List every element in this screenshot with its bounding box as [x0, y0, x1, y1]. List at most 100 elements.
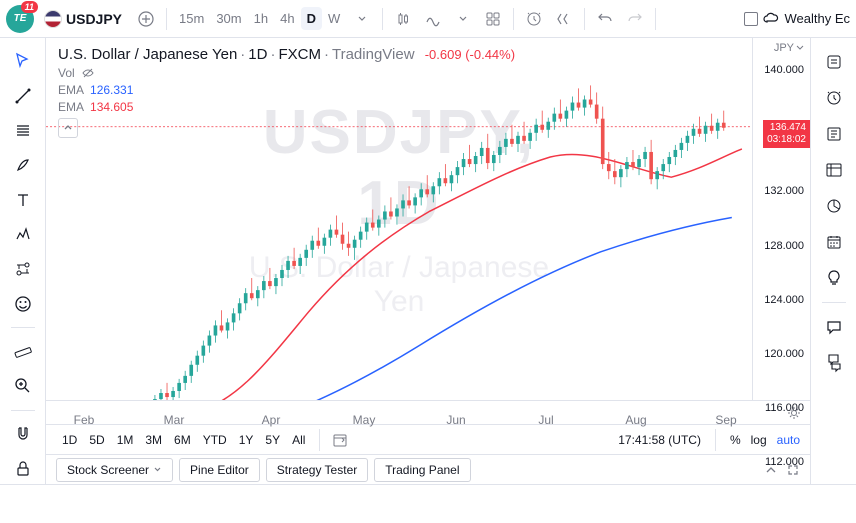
flag-icon [44, 10, 62, 28]
time-tick: May [353, 413, 376, 427]
candles-icon[interactable] [389, 5, 417, 33]
eye-off-icon[interactable] [81, 66, 95, 80]
ema2-value: 134.605 [90, 100, 133, 114]
axis-settings-icon[interactable] [786, 405, 802, 421]
cursor-icon[interactable] [7, 46, 39, 77]
pie-icon[interactable] [818, 190, 850, 222]
log-button[interactable]: log [751, 433, 767, 447]
checkbox[interactable] [744, 12, 758, 26]
range-All[interactable]: All [286, 430, 311, 450]
legend-provider: FXCM [278, 46, 321, 63]
time-tick: Apr [262, 413, 281, 427]
time-tick: Jul [538, 413, 553, 427]
news-icon[interactable] [818, 118, 850, 150]
current-price-label: 136.474 03:18:02 [763, 120, 810, 148]
calendar-icon[interactable] [818, 226, 850, 258]
chart-legend: U.S. Dollar / Japanese Yen·1D·FXCM·Tradi… [58, 46, 515, 138]
symbol-text: USDJPY [66, 11, 122, 27]
axis-currency: JPY [774, 42, 804, 54]
range-1D[interactable]: 1D [56, 430, 83, 450]
interval-15m[interactable]: 15m [173, 7, 210, 30]
chevron-down-icon[interactable] [449, 5, 477, 33]
layout-name: Wealthy Ec [784, 11, 850, 26]
text-icon[interactable] [7, 185, 39, 216]
notification-badge: 11 [21, 1, 38, 13]
bottom-panel-bar: Stock ScreenerPine EditorStrategy Tester… [46, 454, 810, 484]
replay-icon[interactable] [550, 5, 578, 33]
time-tick: Aug [625, 413, 646, 427]
ema1-label: EMA [58, 83, 84, 97]
ruler-icon[interactable] [7, 336, 39, 367]
time-tick: Mar [164, 413, 185, 427]
range-6M[interactable]: 6M [168, 430, 197, 450]
emoji-icon[interactable] [7, 289, 39, 320]
panel-tab[interactable]: Trading Panel [374, 458, 470, 482]
goto-date-icon[interactable] [328, 428, 352, 452]
brush-icon[interactable] [7, 150, 39, 181]
legend-platform: TradingView [332, 46, 415, 63]
panel-tab[interactable]: Pine Editor [179, 458, 260, 482]
trendline-icon[interactable] [7, 81, 39, 112]
stream-icon[interactable] [818, 347, 850, 379]
interval-30m[interactable]: 30m [210, 7, 247, 30]
price-tick: 128.000 [764, 240, 804, 252]
interval-group: 15m30m1h4hDW [173, 7, 346, 30]
time-axis[interactable]: Feb Mar Apr May Jun Jul Aug Sep [46, 400, 810, 424]
chart-main[interactable]: USDJPY, 1D U.S. Dollar / Japanese Yen U.… [46, 38, 752, 400]
range-1M[interactable]: 1M [111, 430, 140, 450]
legend-interval: 1D [248, 46, 267, 63]
range-5Y[interactable]: 5Y [259, 430, 286, 450]
interval-4h[interactable]: 4h [274, 7, 300, 30]
interval-1h[interactable]: 1h [248, 7, 274, 30]
pattern-icon[interactable] [7, 219, 39, 250]
price-tick: 132.000 [764, 185, 804, 197]
pct-button[interactable]: % [730, 433, 741, 447]
panel-tab[interactable]: Stock Screener [56, 458, 173, 482]
range-bar: 1D5D1M3M6MYTD1Y5YAll 17:41:58 (UTC) % lo… [46, 424, 810, 454]
price-tick: 140.000 [764, 64, 804, 76]
hotlist-icon[interactable] [818, 154, 850, 186]
alert-icon[interactable] [520, 5, 548, 33]
chat-icon[interactable] [818, 311, 850, 343]
indicators-icon[interactable] [419, 5, 447, 33]
ideas-icon[interactable] [818, 262, 850, 294]
lock-icon[interactable] [7, 453, 39, 484]
symbol-selector[interactable]: USDJPY [36, 6, 130, 32]
range-1Y[interactable]: 1Y [233, 430, 260, 450]
logo-icon[interactable]: TE 11 [6, 5, 34, 33]
vol-label: Vol [58, 66, 75, 80]
cloud-icon [762, 10, 780, 28]
layout-icon[interactable] [479, 5, 507, 33]
interval-D[interactable]: D [301, 7, 322, 30]
panel-tab[interactable]: Strategy Tester [266, 458, 368, 482]
magnet-icon[interactable] [7, 419, 39, 450]
forecast-icon[interactable] [7, 254, 39, 285]
time-tick: Jun [446, 413, 465, 427]
alerts-icon[interactable] [818, 82, 850, 114]
add-icon[interactable] [132, 5, 160, 33]
interval-dropdown-icon[interactable] [348, 5, 376, 33]
range-5D[interactable]: 5D [83, 430, 110, 450]
zoom-icon[interactable] [7, 371, 39, 402]
right-toolbar [810, 38, 856, 484]
footer [0, 484, 856, 522]
range-YTD[interactable]: YTD [197, 430, 233, 450]
undo-icon[interactable] [591, 5, 619, 33]
price-tick: 120.000 [764, 348, 804, 360]
range-3M[interactable]: 3M [139, 430, 168, 450]
time-tick: Feb [74, 413, 95, 427]
fib-icon[interactable] [7, 115, 39, 146]
auto-button[interactable]: auto [777, 433, 800, 447]
time-tick: Sep [715, 413, 736, 427]
price-axis[interactable]: JPY 140.000136.000132.000128.000124.0001… [752, 38, 810, 400]
watchlist-icon[interactable] [818, 46, 850, 78]
price-tick: 124.000 [764, 294, 804, 306]
interval-W[interactable]: W [322, 7, 346, 30]
redo-icon[interactable] [621, 5, 649, 33]
collapse-legend-button[interactable] [58, 118, 78, 138]
top-toolbar: TE 11 USDJPY 15m30m1h4hDW Wealthy Ec [0, 0, 856, 38]
drawing-toolbar [0, 38, 46, 484]
legend-pair: U.S. Dollar / Japanese Yen [58, 46, 237, 63]
chart-container: USDJPY, 1D U.S. Dollar / Japanese Yen U.… [46, 38, 810, 484]
clock-label: 17:41:58 (UTC) [618, 433, 701, 447]
